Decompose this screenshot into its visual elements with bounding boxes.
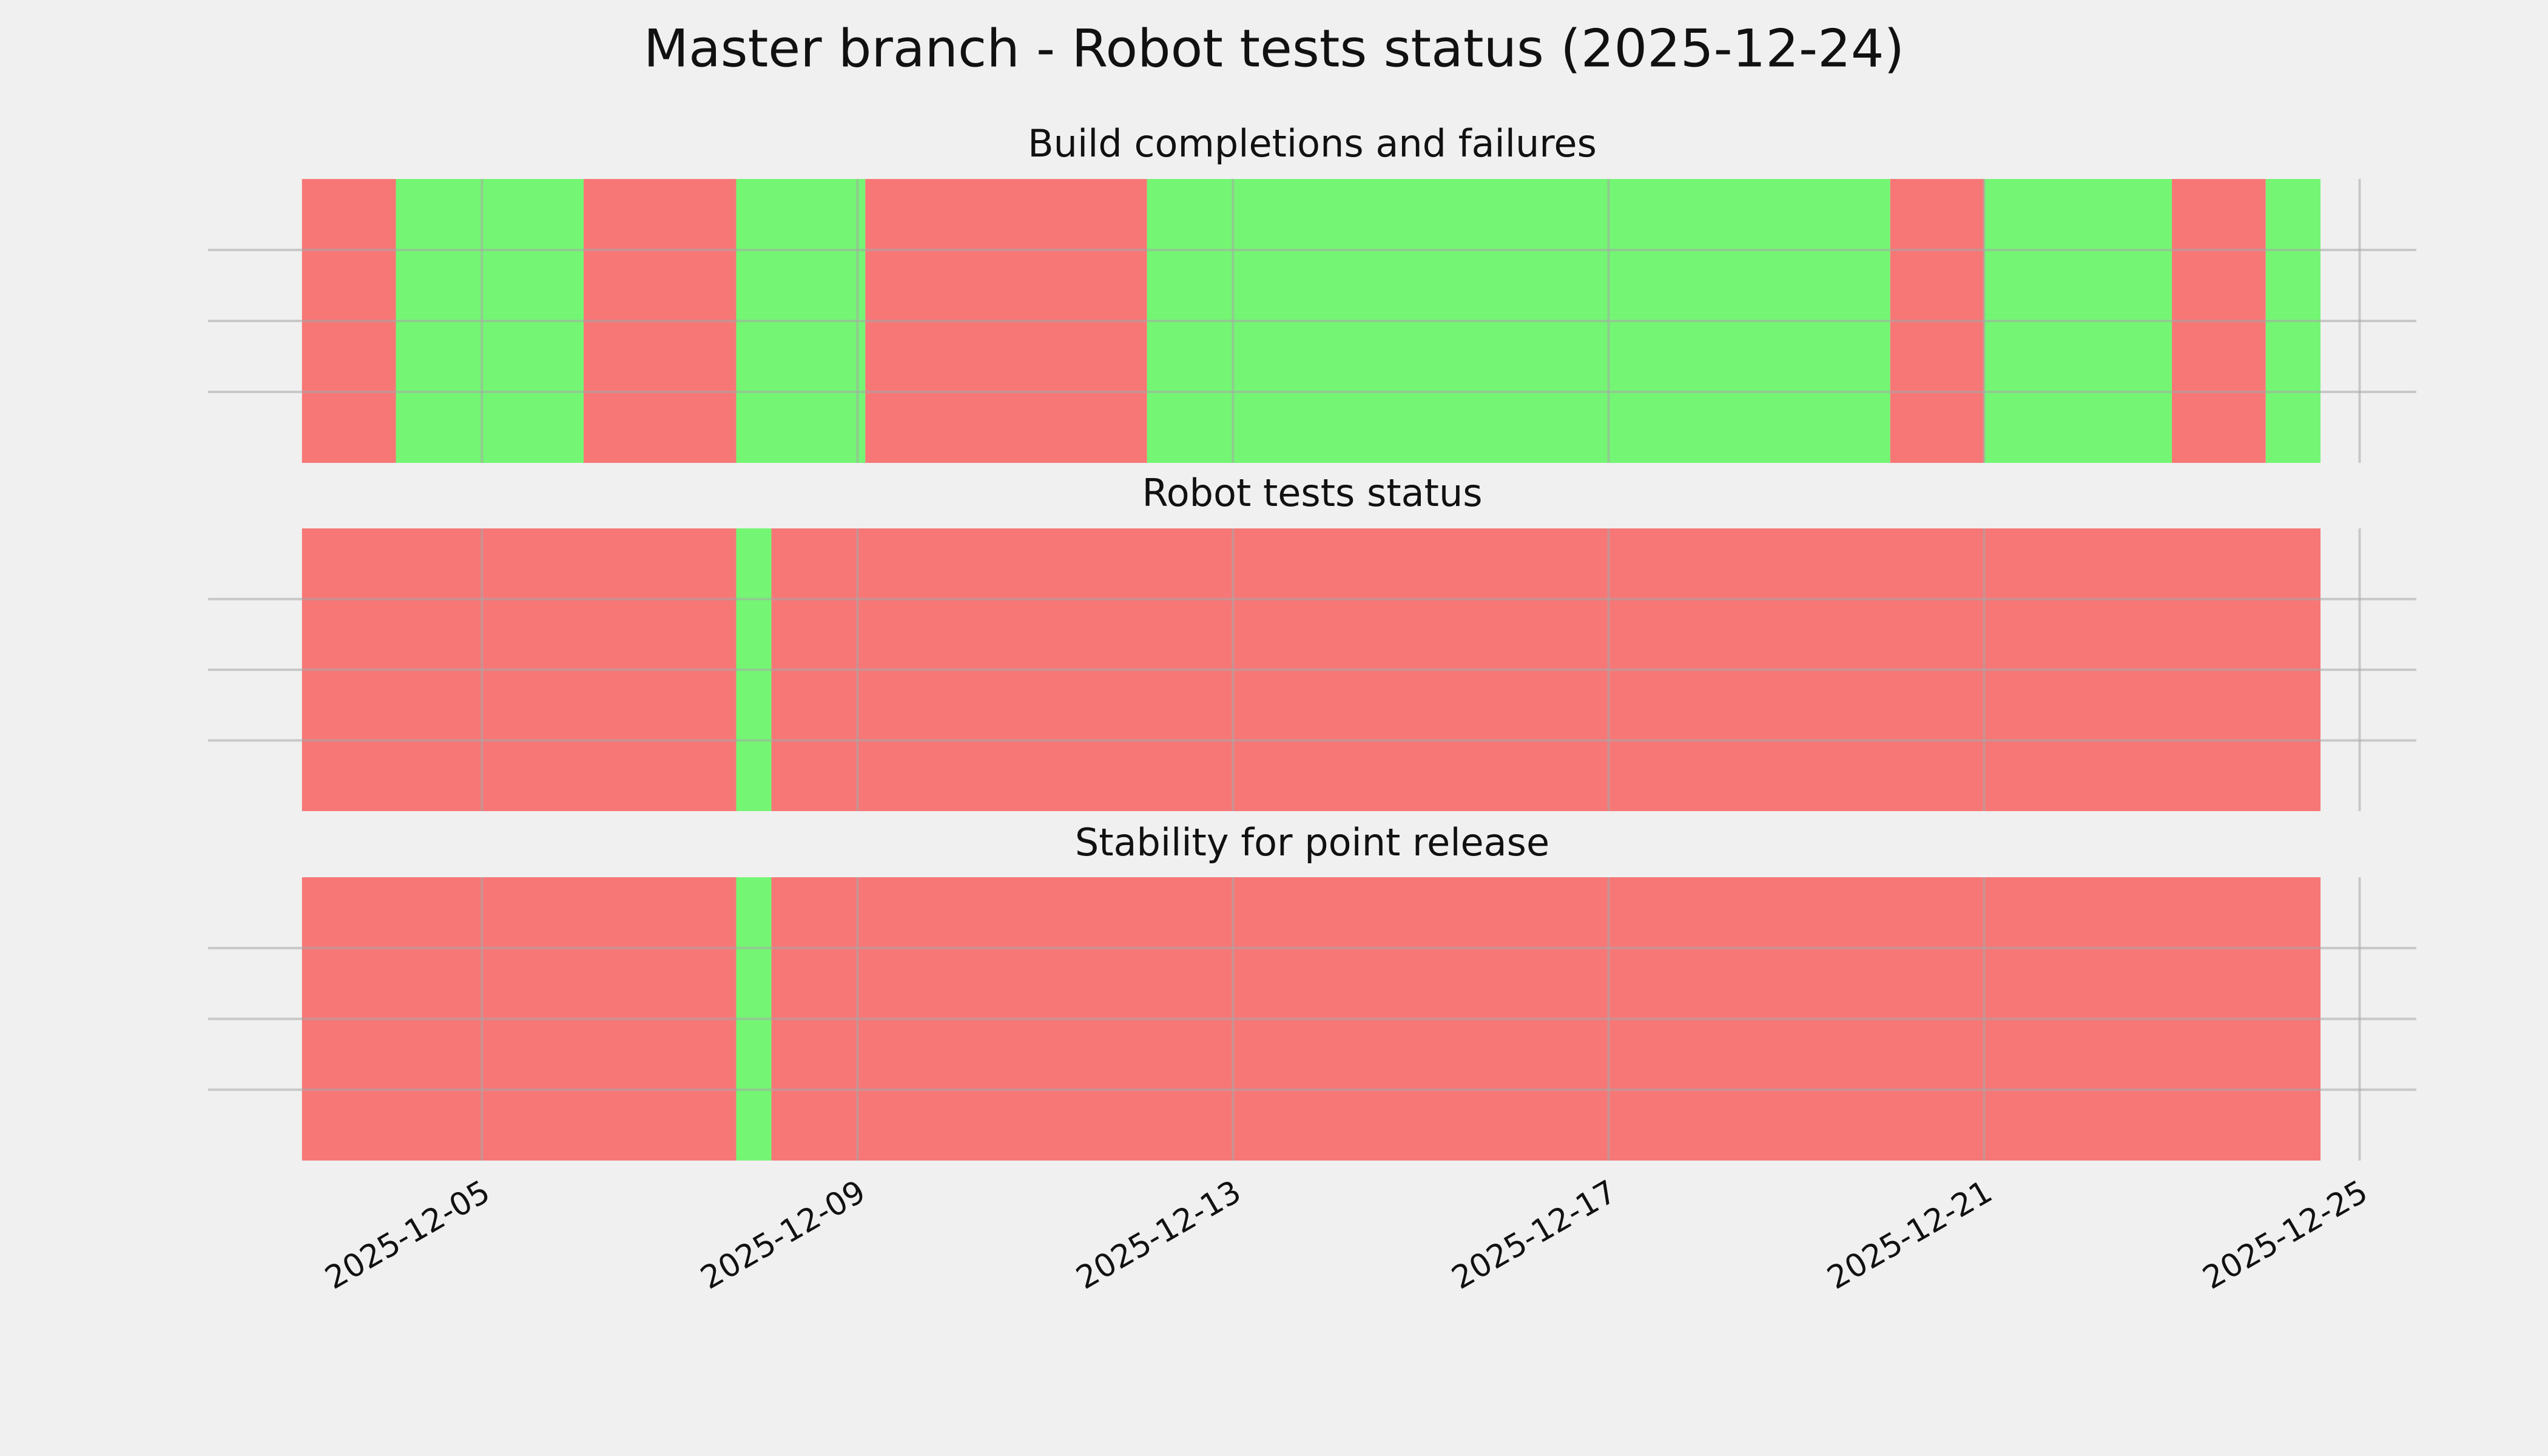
- x-tick-label: 2025-12-05: [319, 1173, 496, 1296]
- chart-title: Master branch - Robot tests status (2025…: [644, 18, 1904, 79]
- x-tick-label: 2025-12-25: [2197, 1173, 2374, 1296]
- subplot-title: Robot tests status: [1142, 471, 1482, 515]
- subplot-title: Stability for point release: [1075, 820, 1549, 864]
- x-tick-label: 2025-12-13: [1070, 1173, 1247, 1296]
- x-tick-label: 2025-12-17: [1446, 1173, 1623, 1296]
- x-tick-label: 2025-12-21: [1821, 1173, 1998, 1296]
- subplot-title: Build completions and failures: [1028, 121, 1597, 166]
- x-tick-label: 2025-12-09: [695, 1173, 872, 1296]
